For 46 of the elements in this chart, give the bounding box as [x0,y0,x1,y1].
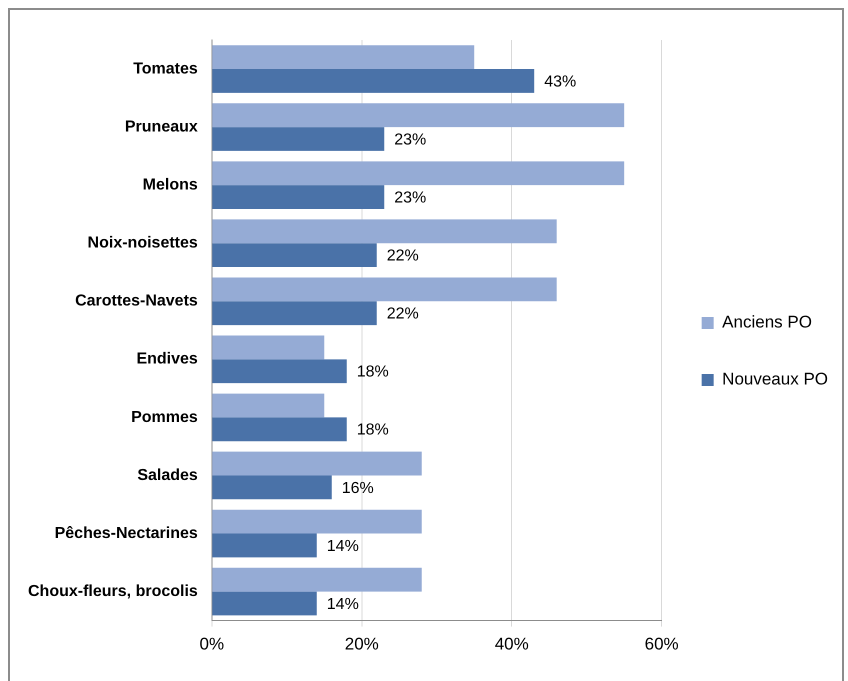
x-tick-label: 40% [494,634,529,654]
data-label: 22% [386,306,419,323]
data-label: 18% [356,364,389,381]
y-tick-label: Noix-noisettes [88,234,198,252]
y-tick-label: Pêches-Nectarines [54,524,198,542]
legend-label: Anciens PO [722,312,812,332]
bar [212,475,332,500]
data-label: 14% [326,538,359,555]
y-tick-label: Pruneaux [124,118,198,136]
bar [212,277,557,302]
bar [212,534,317,558]
data-label: 23% [394,131,426,148]
bar [212,592,317,616]
data-label: 22% [386,248,419,265]
bar [212,127,384,151]
data-label: 43% [544,73,576,90]
bar [212,510,422,534]
y-tick-label: Melons [142,176,198,194]
bar [212,243,377,268]
y-tick-label: Pommes [131,408,198,426]
y-tick-label: Salades [137,466,198,484]
data-label: 23% [394,189,426,206]
bar [212,185,384,209]
bar [212,45,474,70]
x-tick-label: 60% [644,634,679,654]
bar [212,394,324,418]
y-tick-label: Endives [136,350,198,368]
legend-label: Nouveaux PO [722,370,828,389]
bar [212,568,422,592]
x-tick-label: 20% [344,634,379,654]
bar [212,69,534,93]
bar [212,452,422,476]
data-label: 18% [356,422,389,439]
bar [212,301,377,326]
y-tick-label: Choux-fleurs, brocolis [28,582,198,600]
bar [212,336,324,360]
bar [212,417,347,442]
bar [212,161,624,186]
bar [212,219,557,244]
data-label: 16% [342,480,374,497]
bar [212,103,624,128]
data-label: 14% [326,596,359,613]
y-tick-label: Tomates [133,60,198,78]
bar [212,359,347,384]
y-tick-label: Carottes-Navets [75,292,198,310]
x-tick-label: 0% [200,634,224,654]
